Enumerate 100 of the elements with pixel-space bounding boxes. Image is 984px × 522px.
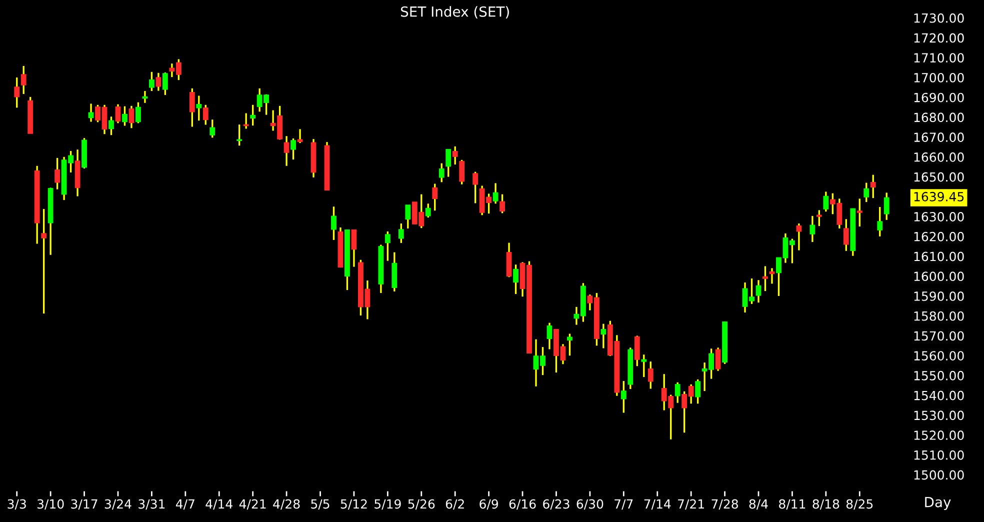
text: 1639.45 [914,192,964,202]
candlestick [877,206,883,238]
x-axis-title: Day [925,496,951,510]
candlestick [189,88,195,128]
candlestick [513,264,518,295]
y-tick-label: 1730.00 [914,13,964,23]
candlestick [115,103,121,124]
candlestick [567,332,572,356]
candlestick [674,382,680,404]
candlestick [695,378,701,405]
y-tick-label: 1510.00 [914,450,964,460]
candlestick [243,112,249,130]
candlestick [452,146,458,166]
y-tick-label: 1570.00 [914,331,964,341]
candlestick [136,101,141,124]
candlestick [762,265,768,292]
candlestick [864,182,870,203]
x-tick-label: 4/14 [206,499,232,510]
candlestick [20,65,26,95]
y-tick-label: 1530.00 [914,410,964,420]
y-tick-label: 1650.00 [914,172,964,182]
x-tick-label: 8/4 [749,499,768,510]
candlestick [128,105,134,129]
x-tick-label: 3/24 [104,499,132,510]
candlestick [351,229,357,268]
candlestick [405,204,411,230]
x-tick-label: 3/31 [138,499,165,510]
y-tick-label: 1620.00 [914,232,964,242]
candlestick [432,182,438,212]
candlestick [148,71,154,92]
candlestick [823,190,829,212]
x-tick-label: 5/19 [374,499,401,510]
candlestick [816,209,822,227]
x-tick-label: 6/23 [543,499,570,510]
y-tick-label: 1500.00 [914,470,964,480]
candlestick [600,322,606,350]
candlestick [843,218,849,252]
y-tick-label: 1560.00 [914,351,964,361]
y-tick-label: 1630.00 [914,212,964,222]
chart-title: SET Index (SET) [400,6,509,18]
candlestick [196,94,202,122]
y-tick-label: 1700.00 [914,72,964,82]
y-tick-label: 1520.00 [914,430,964,440]
candlestick [14,76,20,109]
y-tick-label: 1550.00 [914,370,964,380]
candlestick [472,171,478,204]
candlestick [856,198,862,228]
x-tick-label: 6/16 [509,499,536,510]
y-tick-label: 1600.00 [914,272,964,282]
x-tick-label: 8/11 [779,499,806,510]
x-tick-label: 3/3 [8,499,26,510]
x-tick-label: 3/10 [37,499,64,510]
x-tick-label: 4/21 [239,499,266,510]
y-tick-label: 1670.00 [914,132,964,142]
candlestick [796,222,802,252]
x-tick-label: 7/21 [678,499,704,510]
candlestick [210,118,216,139]
candlestick [54,157,60,190]
x-tick-label: 3/17 [71,499,98,510]
y-tick-label: 1720.00 [914,33,964,43]
candlestick [492,182,498,204]
candlestick [506,242,512,278]
candlestick [715,346,721,372]
candlestick [284,135,290,167]
candlestick [162,72,168,96]
candlestick [634,334,640,367]
x-tick-label: 8/18 [812,499,840,510]
x-tick-label: 5/26 [408,499,435,510]
candlestick [108,116,114,136]
candlestick [648,360,654,390]
y-tick-label: 1680.00 [914,112,964,122]
candlestick [641,354,647,378]
candlestick [870,174,876,199]
y-tick-label: 1660.00 [914,152,964,162]
x-tick-label: 6/9 [480,499,498,510]
x-tick-label: 7/7 [614,499,633,510]
y-tick-label: 1580.00 [914,311,964,321]
candlestick [546,322,552,350]
candlestick [620,380,626,414]
candlestick [122,105,128,127]
candlestick [156,72,162,92]
x-tick-label: 7/14 [644,499,671,510]
x-tick-label: 5/12 [340,499,367,510]
x-tick-label: 6/2 [446,499,464,510]
candlestick [446,148,452,178]
candlestick [438,162,444,183]
candlestick [202,104,208,126]
x-tick-label: 4/7 [176,499,194,510]
x-tick-label: 5/5 [311,499,330,510]
x-tick-label: 7/28 [712,499,738,510]
candlestick [884,192,890,221]
y-tick-label: 1710.00 [914,53,964,63]
candlestick [290,138,296,160]
x-tick-label: 8/25 [846,499,873,510]
candlestick [425,202,431,218]
y-tick-label: 1590.00 [914,291,964,301]
y-tick-label: 1610.00 [914,252,964,262]
x-tick-label: 4/28 [273,499,300,510]
candlestick [41,208,47,314]
candlestick [810,215,816,243]
